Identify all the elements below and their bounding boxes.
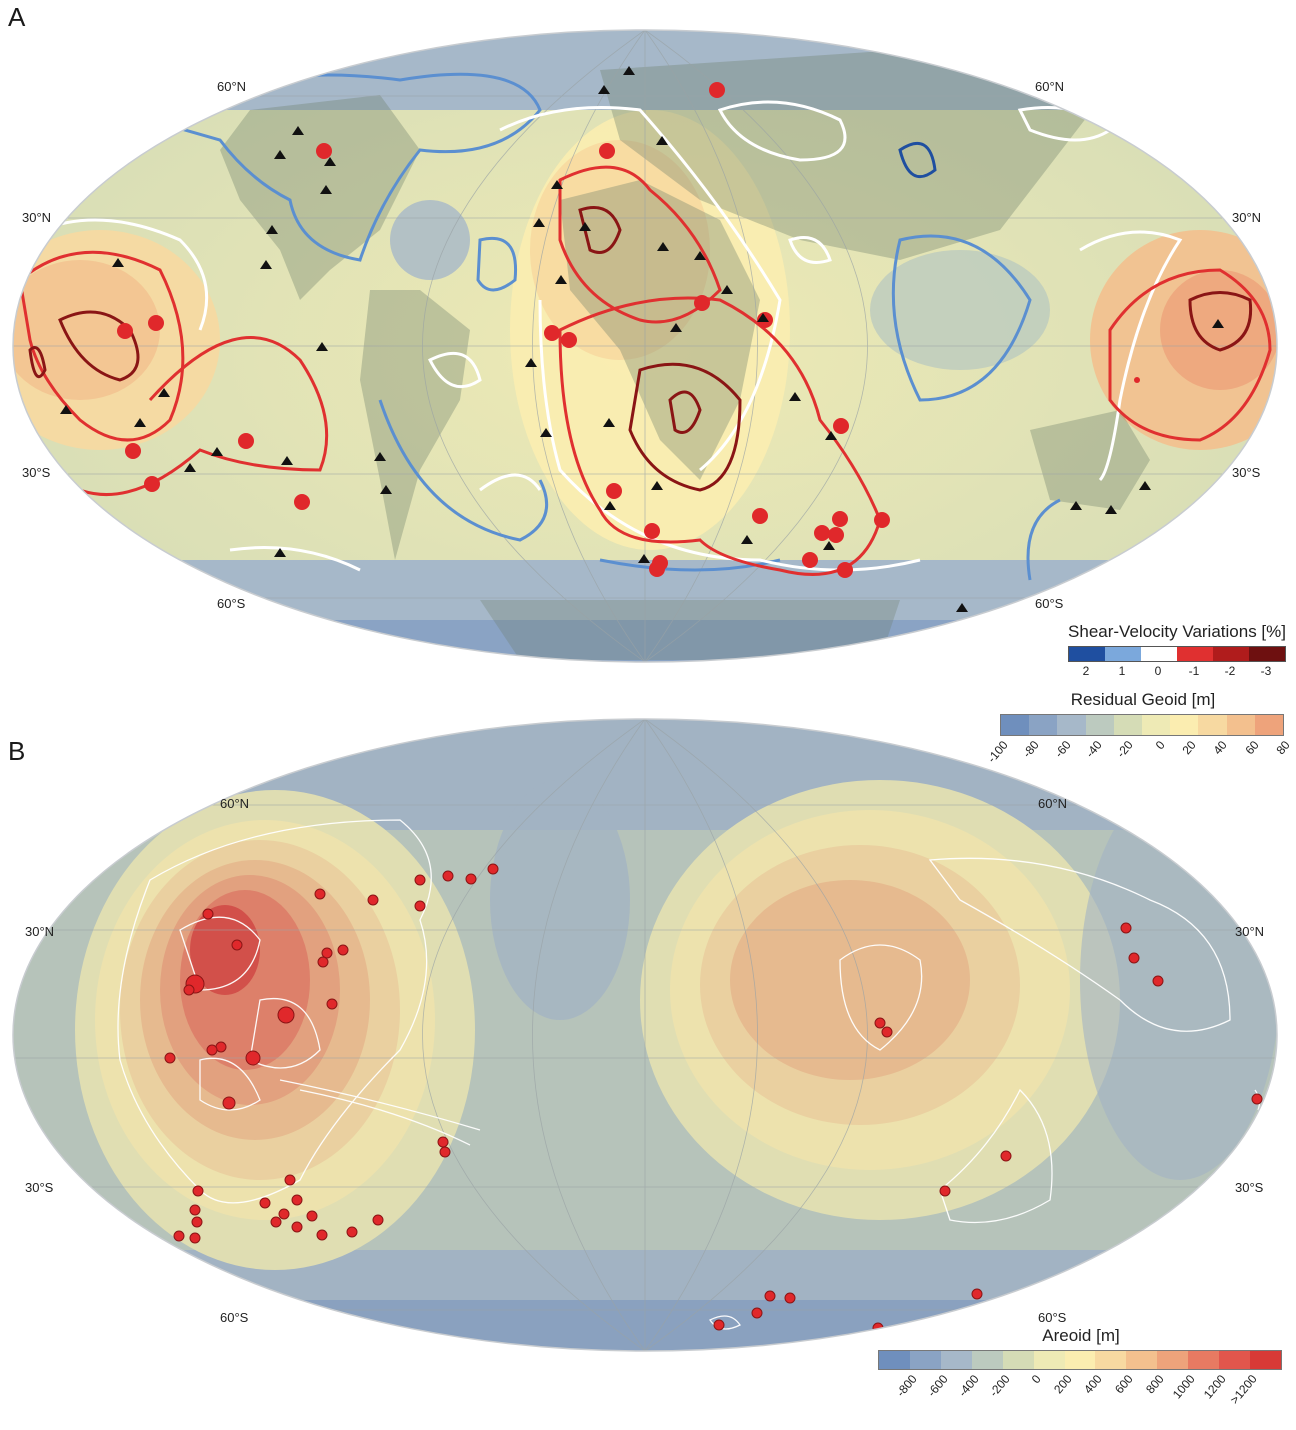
panel-a-lat-60s-right: 60°S — [1035, 596, 1064, 611]
shear-velocity-ticks: 2 1 0 -1 -2 -3 — [1068, 662, 1284, 678]
panel-b-lat-60s-left: 60°S — [220, 1310, 249, 1325]
panel-b-lat-60s-right: 60°S — [1038, 1310, 1067, 1325]
earth-map — [12, 29, 1278, 663]
shear-velocity-tick-label: 0 — [1154, 664, 1162, 678]
residual-geoid-swatch — [1001, 715, 1030, 735]
panel-a-lat-60n-left: 60°N — [217, 79, 247, 94]
areoid-swatch — [1157, 1351, 1189, 1369]
panel-b-lat-60n-left: 60°N — [220, 796, 250, 811]
areoid-tick-label: 800 — [1143, 1372, 1168, 1397]
areoid-tick-label: -600 — [924, 1372, 951, 1400]
panel-a-lat-30s-left: 30°S — [22, 465, 51, 480]
areoid-swatch — [1002, 1351, 1034, 1369]
areoid-legend-title: Areoid [m] — [1042, 1326, 1120, 1345]
shear-velocity-swatches — [1068, 646, 1286, 662]
areoid-tick-label: 400 — [1081, 1372, 1106, 1397]
areoid-swatch — [1126, 1351, 1158, 1369]
areoid-swatch — [1033, 1351, 1065, 1369]
panel-a-lat-30s-right: 30°S — [1232, 465, 1261, 480]
areoid-tick-label: -800 — [893, 1372, 920, 1400]
areoid-swatches — [878, 1350, 1282, 1370]
panel-b-lat-30s-right: 30°S — [1235, 1180, 1264, 1195]
shear-velocity-tick-label: 1 — [1118, 664, 1126, 678]
areoid-swatch — [940, 1351, 972, 1369]
areoid-tick-label: >1200 — [1227, 1372, 1260, 1407]
panel-b-lat-30n-right: 30°N — [1235, 924, 1265, 939]
shear-velocity-swatch — [1069, 647, 1105, 661]
shear-velocity-legend-title: Shear-Velocity Variations [%] — [1068, 622, 1286, 641]
shear-velocity-swatch — [1141, 647, 1177, 661]
residual-geoid-swatch — [1170, 715, 1199, 735]
panel-b-lat-30s-left: 30°S — [25, 1180, 54, 1195]
residual-geoid-swatch — [1085, 715, 1114, 735]
areoid-swatch — [879, 1351, 910, 1369]
areoid-tick-label: 0 — [1028, 1372, 1044, 1387]
panel-b-letter: B — [8, 736, 26, 766]
shear-velocity-tick-label: -3 — [1260, 664, 1272, 678]
residual-geoid-swatch — [1141, 715, 1171, 735]
residual-geoid-swatch — [1029, 715, 1058, 735]
shear-velocity-legend: Shear-Velocity Variations [%] 2 1 0 -1 -2 -3 — [1030, 622, 1286, 678]
panel-a-letter: A — [8, 2, 26, 32]
shear-velocity-tick-label: 2 — [1082, 664, 1090, 678]
areoid-ticks: -800 -600 -400 -200 0 200 400 600 800 1000 1200 >12… — [878, 1370, 1280, 1410]
areoid-swatch — [1219, 1351, 1251, 1369]
residual-geoid-swatch — [1198, 715, 1227, 735]
areoid-tick-label: 200 — [1050, 1372, 1075, 1397]
areoid-tick-label: 1000 — [1170, 1372, 1198, 1402]
areoid-swatch — [1095, 1351, 1127, 1369]
residual-geoid-swatch — [1057, 715, 1086, 735]
residual-geoid-swatch — [1254, 715, 1283, 735]
areoid-tick-label: -400 — [955, 1372, 982, 1400]
areoid-swatch — [909, 1351, 941, 1369]
areoid-tick-label: 600 — [1112, 1372, 1137, 1397]
areoid-swatch — [1064, 1351, 1096, 1369]
shear-velocity-swatch — [1213, 647, 1249, 661]
residual-geoid-swatch — [1113, 715, 1142, 735]
areoid-tick-label: -200 — [986, 1372, 1013, 1400]
areoid-swatch — [971, 1351, 1003, 1369]
panel-a-lat-60s-left: 60°S — [217, 596, 246, 611]
shear-velocity-swatch — [1105, 647, 1141, 661]
panel-b-lat-30n-left: 30°N — [25, 924, 55, 939]
residual-geoid-legend-title: Residual Geoid [m] — [1070, 690, 1216, 709]
shear-velocity-tick-label: -2 — [1224, 664, 1236, 678]
panel-b-lat-60n-right: 60°N — [1038, 796, 1068, 811]
areoid-legend: Areoid [m] -800 -600 -400 -200 0 200 400 600 800… — [878, 1326, 1284, 1410]
shear-velocity-tick-label: -1 — [1188, 664, 1200, 678]
shear-velocity-swatch — [1249, 647, 1285, 661]
areoid-swatch — [1188, 1351, 1220, 1369]
areoid-swatch — [1250, 1351, 1281, 1369]
residual-geoid-swatch — [1226, 715, 1255, 735]
shear-velocity-swatch — [1177, 647, 1213, 661]
panel-a-lat-30n-left: 30°N — [22, 210, 52, 225]
panel-a-lat-30n-right: 30°N — [1232, 210, 1262, 225]
panel-a-lat-60n-right: 60°N — [1035, 79, 1065, 94]
areoid-tick-label: 1200 — [1200, 1372, 1229, 1402]
residual-geoid-legend: Residual Geoid [m] -100 -80 -60 -40 -20 0 20 40… — [985, 690, 1293, 766]
residual-geoid-swatches — [1000, 714, 1284, 736]
